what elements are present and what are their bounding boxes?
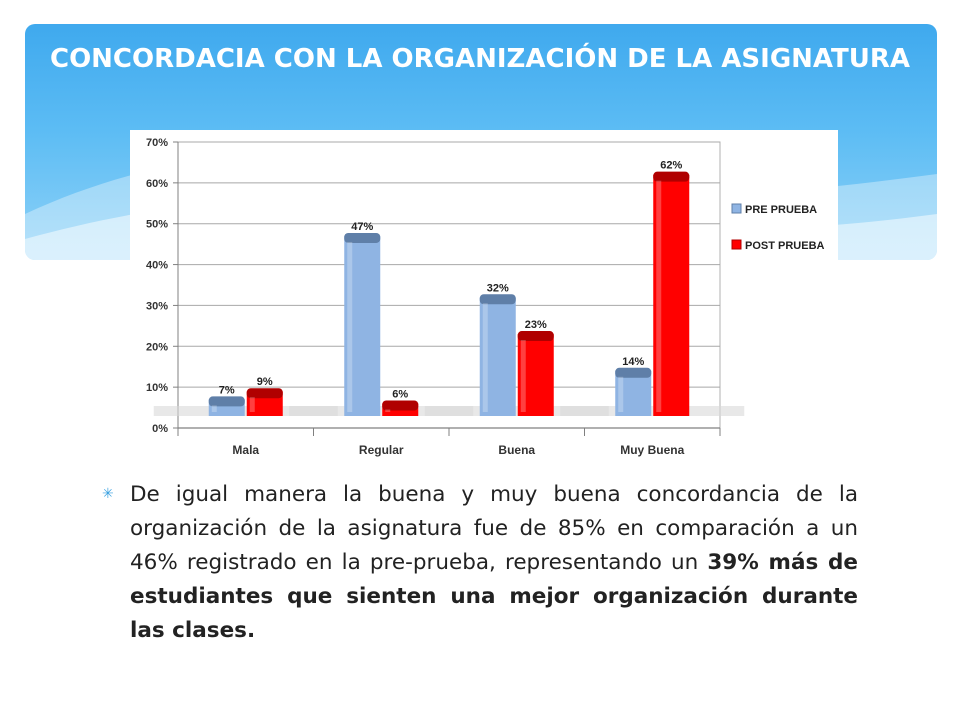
y-tick-label: 30%: [146, 300, 168, 312]
bar-cap: [246, 388, 283, 399]
data-label: 7%: [219, 384, 235, 396]
legend-label: PRE PRUEBA: [745, 204, 817, 216]
y-tick-label: 50%: [146, 219, 168, 231]
bar: [517, 334, 554, 416]
bar-highlight: [618, 376, 624, 412]
bar-highlight: [211, 405, 217, 412]
legend-label: POST PRUEBA: [745, 240, 825, 252]
legend-swatch: [731, 239, 742, 250]
bar-highlight: [656, 180, 662, 412]
bar-cap: [615, 367, 652, 378]
bar-cap: [344, 232, 381, 243]
y-tick-label: 60%: [146, 178, 168, 190]
data-label: 6%: [392, 388, 408, 400]
data-label: 23%: [525, 319, 547, 331]
bar: [479, 297, 516, 416]
floor-shadow: [424, 406, 609, 416]
bullet-text: De igual manera la buena y muy buena con…: [130, 478, 858, 648]
bar: [653, 174, 690, 416]
y-tick-label: 40%: [146, 260, 168, 272]
chart-svg: 0% 10% 20% 30% 40% 50% 60% 70% Mala Regular Buena M…: [146, 137, 825, 457]
bar: [615, 370, 652, 416]
bar-cap: [208, 396, 245, 407]
bar-cap: [517, 331, 554, 342]
bar-highlight: [482, 303, 488, 412]
page-title: CONCORDACIA CON LA ORGANIZACIÓN DE LA AS…: [49, 44, 911, 74]
floor-shadow: [560, 406, 745, 416]
asterisk-icon: ✳: [102, 486, 114, 502]
bar-cap: [653, 171, 690, 182]
y-tick-label: 10%: [146, 382, 168, 394]
floor-shadow: [153, 406, 338, 416]
y-tick-label: 20%: [146, 341, 168, 353]
bar-highlight: [385, 409, 391, 412]
category-label: Mala: [232, 443, 259, 457]
data-label: 14%: [622, 356, 644, 368]
y-tick-label: 70%: [146, 137, 168, 149]
bar-cap: [382, 400, 419, 411]
category-label: Muy Buena: [620, 443, 684, 457]
category-label: Regular: [359, 443, 404, 457]
bar-chart: 0% 10% 20% 30% 40% 50% 60% 70% Mala Regular Buena M…: [130, 130, 838, 462]
bar-highlight: [249, 397, 255, 412]
bullet-point: ✳ De igual manera la buena y muy buena c…: [102, 478, 858, 648]
bar-highlight: [347, 241, 353, 412]
data-label: 47%: [351, 221, 373, 233]
bar-cap: [479, 294, 516, 305]
legend-swatch: [731, 203, 742, 214]
bar-highlight: [520, 340, 526, 412]
y-tick-label: 0%: [152, 423, 168, 435]
data-label: 9%: [257, 376, 273, 388]
bullet-text-normal: De igual manera la buena y muy buena con…: [130, 482, 858, 575]
bullet-text-bold: 39% más de estudiantes que sienten una m…: [130, 550, 858, 643]
data-label: 32%: [487, 282, 509, 294]
data-label: 62%: [660, 160, 682, 172]
category-label: Buena: [498, 443, 535, 457]
bar: [344, 235, 381, 416]
floor-shadow: [289, 406, 474, 416]
